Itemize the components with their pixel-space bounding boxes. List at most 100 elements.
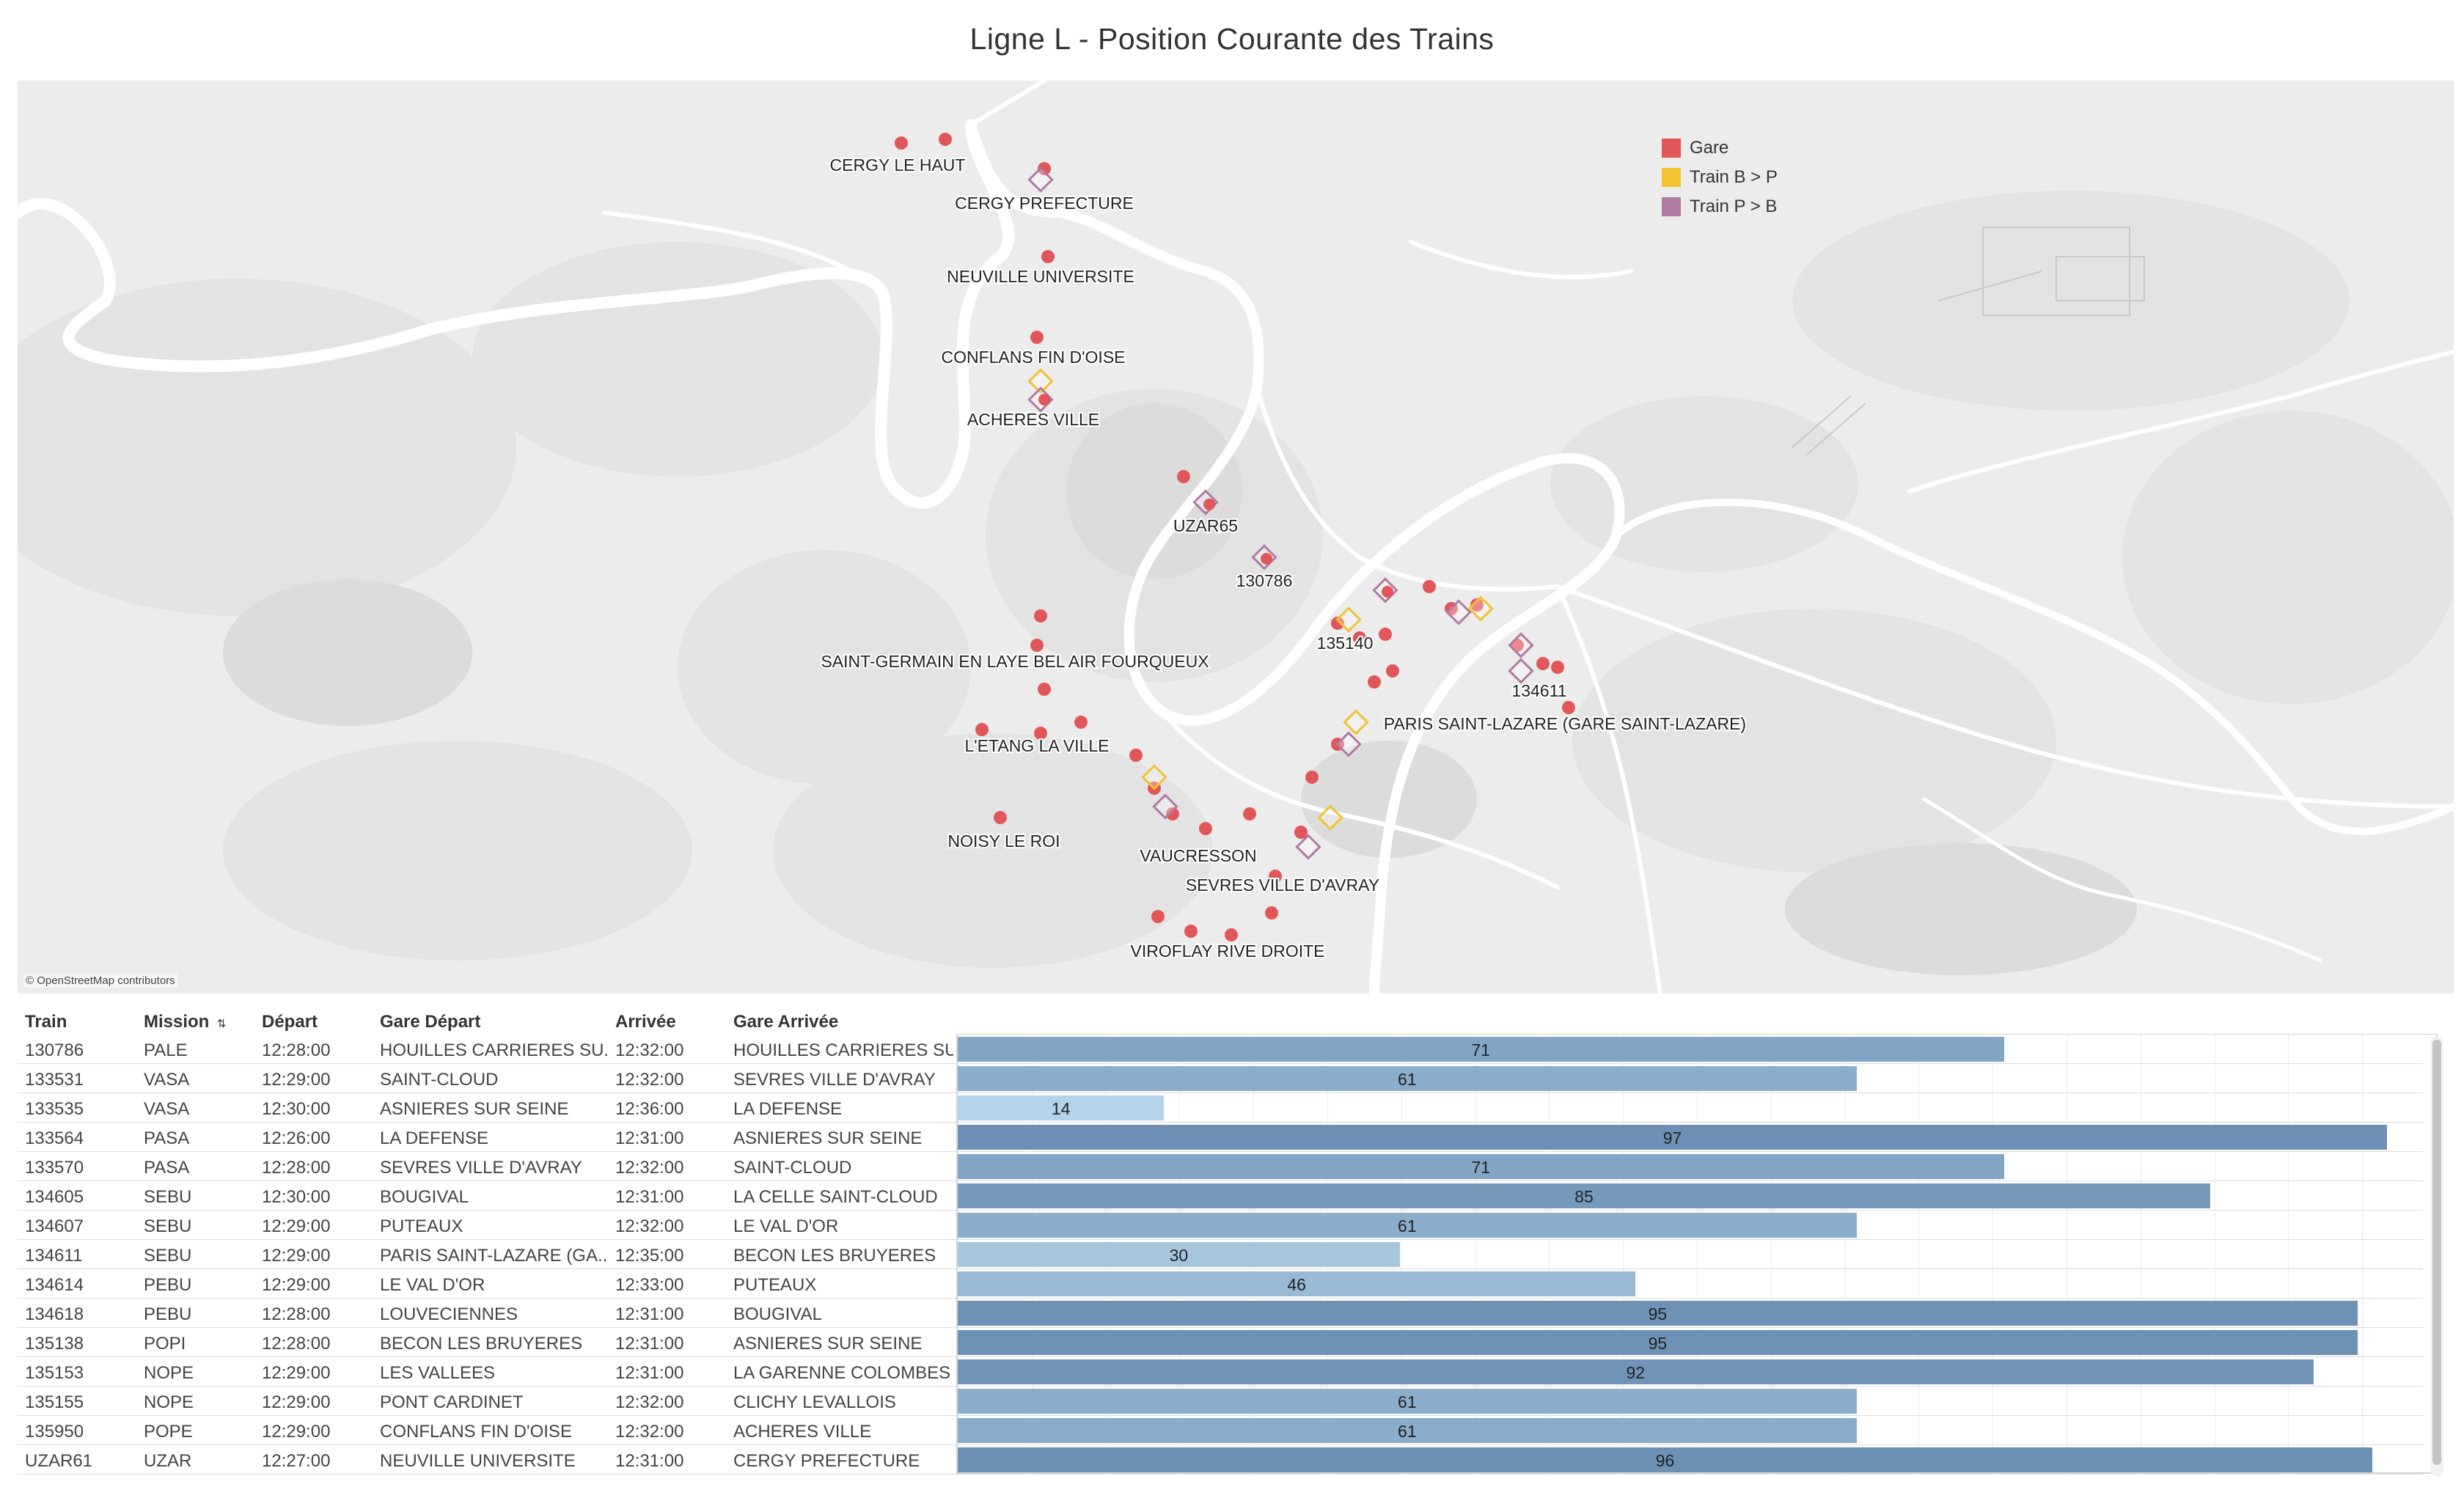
station-marker[interactable] xyxy=(1199,822,1212,835)
table-row[interactable]: 135950 POPE 12:29:00 CONFLANS FIN D'OISE 12:… xyxy=(18,1415,2423,1445)
table-scrollbar[interactable] xyxy=(2430,1037,2443,1477)
train-marker[interactable] xyxy=(1152,793,1178,820)
table-row[interactable]: 135155 NOPE 12:29:00 PONT CARDINET 12:32:00 C… xyxy=(18,1386,2423,1416)
map-attribution[interactable]: © OpenStreetMap contributors xyxy=(23,974,177,988)
train-marker[interactable] xyxy=(1295,834,1321,860)
station-marker[interactable] xyxy=(1382,586,1393,598)
station-marker[interactable] xyxy=(1536,657,1550,670)
table-row[interactable]: 130786 PALE 12:28:00 HOUILLES CARRIERES SU.… xyxy=(18,1034,2423,1064)
station-marker[interactable] xyxy=(1305,771,1319,784)
table-row[interactable]: UZAR61 UZAR 12:27:00 NEUVILLE UNIVERSITE 12:… xyxy=(18,1444,2423,1475)
station-marker[interactable] xyxy=(1203,499,1215,510)
train-marker[interactable] xyxy=(1317,804,1343,831)
progress-bar[interactable]: 95 xyxy=(958,1330,2358,1355)
station-marker[interactable] xyxy=(1368,675,1381,689)
col-header-train[interactable]: Train xyxy=(25,1012,67,1032)
legend-item[interactable]: Gare xyxy=(1662,133,1778,163)
station-marker[interactable] xyxy=(1166,807,1179,820)
progress-label: 71 xyxy=(1471,1158,1491,1177)
table-row[interactable]: 133570 PASA 12:28:00 SEVRES VILLE D'AVRAY 12… xyxy=(18,1151,2423,1181)
table-row[interactable]: 134607 SEBU 12:29:00 PUTEAUX 12:32:00 LE VAL … xyxy=(18,1210,2423,1240)
progress-bar[interactable]: 96 xyxy=(958,1447,2372,1472)
train-marker[interactable] xyxy=(1335,606,1362,633)
col-header-gare-arrivee[interactable]: Gare Arrivée xyxy=(733,1012,839,1032)
train-marker[interactable] xyxy=(1141,764,1167,790)
progress-bar[interactable]: 92 xyxy=(958,1359,2314,1384)
station-marker[interactable] xyxy=(1074,716,1088,729)
train-marker[interactable] xyxy=(1335,731,1362,757)
cell-train: 135950 xyxy=(25,1422,84,1442)
station-marker[interactable] xyxy=(1030,331,1044,344)
station-marker[interactable] xyxy=(1353,631,1366,645)
col-header-gare-depart[interactable]: Gare Départ xyxy=(380,1012,481,1032)
progress-bar[interactable]: 85 xyxy=(958,1183,2210,1208)
progress-bar[interactable]: 46 xyxy=(958,1271,1636,1296)
train-marker[interactable] xyxy=(1027,368,1054,394)
table-row[interactable]: 135153 NOPE 12:29:00 LES VALLEES 12:31:00 LA … xyxy=(18,1356,2423,1387)
station-marker[interactable] xyxy=(1562,701,1575,714)
station-marker[interactable] xyxy=(1177,470,1190,483)
station-marker[interactable] xyxy=(1243,807,1256,820)
train-marker[interactable] xyxy=(1508,658,1534,684)
station-marker[interactable] xyxy=(1269,870,1282,883)
col-header-mission[interactable]: Mission ⇅ xyxy=(144,1012,227,1032)
station-marker[interactable] xyxy=(1034,609,1047,623)
station-marker[interactable] xyxy=(1184,925,1198,938)
station-marker[interactable] xyxy=(1331,617,1344,630)
station-marker[interactable] xyxy=(1423,580,1436,593)
table-row[interactable]: 134618 PEBU 12:28:00 LOUVECIENNES 12:31:00 BO… xyxy=(18,1298,2423,1328)
station-marker[interactable] xyxy=(1379,628,1392,641)
cell-train: UZAR61 xyxy=(25,1451,93,1471)
station-marker[interactable] xyxy=(1038,394,1050,405)
station-marker[interactable] xyxy=(939,133,952,146)
station-marker[interactable] xyxy=(1294,826,1308,839)
progress-bar[interactable]: 61 xyxy=(958,1418,1857,1443)
table-row[interactable]: 134611 SEBU 12:29:00 PARIS SAINT-LAZARE (GA… xyxy=(18,1239,2423,1269)
train-marker[interactable] xyxy=(1508,632,1534,658)
progress-bar[interactable]: 14 xyxy=(958,1095,1165,1120)
progress-bar[interactable]: 95 xyxy=(958,1301,2358,1326)
table-row[interactable]: 133564 PASA 12:26:00 LA DEFENSE 12:31:00 ASNI… xyxy=(18,1122,2423,1152)
station-marker[interactable] xyxy=(1265,906,1278,919)
map-view[interactable]: CERGY LE HAUT CERGY PREFECTURE NEUVILLE UN… xyxy=(18,81,2454,994)
station-marker[interactable] xyxy=(1038,162,1051,175)
table-row[interactable]: 134605 SEBU 12:30:00 BOUGIVAL 12:31:00 LA CEL… xyxy=(18,1181,2423,1211)
progress-bar[interactable]: 61 xyxy=(958,1389,1857,1414)
progress-bar[interactable]: 97 xyxy=(958,1125,2388,1150)
col-header-arrivee[interactable]: Arrivée xyxy=(615,1012,676,1032)
table-row[interactable]: 134614 PEBU 12:29:00 LE VAL D'OR 12:33:00 PUT… xyxy=(18,1268,2423,1299)
station-marker[interactable] xyxy=(1038,683,1051,696)
station-marker[interactable] xyxy=(994,811,1007,824)
col-header-depart[interactable]: Départ xyxy=(262,1012,318,1032)
scrollbar-thumb[interactable] xyxy=(2432,1040,2441,1465)
train-marker[interactable] xyxy=(1343,709,1369,735)
progress-bar[interactable]: 61 xyxy=(958,1066,1857,1091)
station-marker[interactable] xyxy=(895,136,908,150)
train-marker[interactable] xyxy=(1467,595,1494,622)
table-row[interactable]: 135138 POPI 12:28:00 BECON LES BRUYERES 12:3… xyxy=(18,1327,2423,1357)
station-marker[interactable] xyxy=(1030,639,1044,652)
station-marker[interactable] xyxy=(1470,598,1484,612)
station-marker[interactable] xyxy=(1151,910,1165,923)
progress-bar[interactable]: 30 xyxy=(958,1242,1400,1267)
progress-bar[interactable]: 61 xyxy=(958,1213,1857,1238)
station-marker[interactable] xyxy=(975,723,989,736)
progress-bar[interactable]: 71 xyxy=(958,1037,2004,1062)
station-marker[interactable] xyxy=(1034,727,1047,740)
station-marker[interactable] xyxy=(1129,749,1143,762)
map-canvas[interactable]: CERGY LE HAUT CERGY PREFECTURE NEUVILLE UN… xyxy=(18,81,2454,994)
sort-ascending-icon[interactable]: ⇅ xyxy=(217,1018,227,1030)
station-marker[interactable] xyxy=(1261,553,1272,565)
legend-item[interactable]: Train P > B xyxy=(1662,192,1778,221)
station-marker[interactable] xyxy=(1551,661,1564,674)
table-row[interactable]: 133531 VASA 12:29:00 SAINT-CLOUD 12:32:00 SEV… xyxy=(18,1063,2423,1093)
train-marker[interactable] xyxy=(1445,599,1472,625)
station-marker[interactable] xyxy=(1386,664,1399,678)
table-row[interactable]: 133535 VASA 12:30:00 ASNIERES SUR SEINE 12:3… xyxy=(18,1093,2423,1123)
legend-label: Train B > P xyxy=(1690,167,1778,187)
legend-item[interactable]: Train B > P xyxy=(1662,163,1778,192)
station-marker[interactable] xyxy=(1225,928,1238,941)
progress-bar[interactable]: 71 xyxy=(958,1154,2004,1179)
train-marker[interactable] xyxy=(1027,166,1054,193)
station-marker[interactable] xyxy=(1041,250,1055,263)
